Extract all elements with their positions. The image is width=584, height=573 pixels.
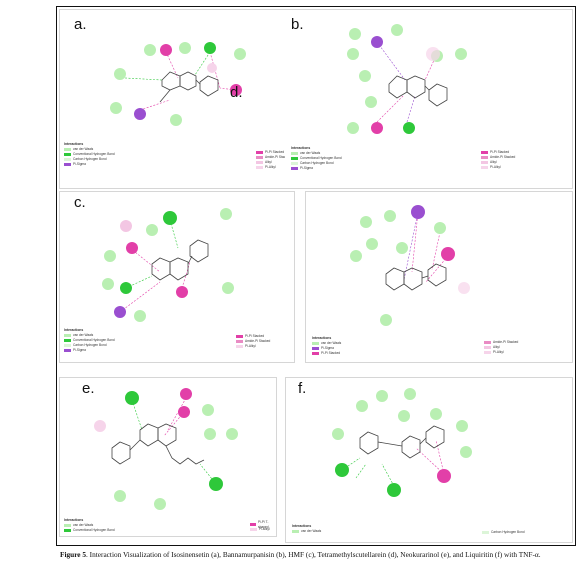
legend-heading: Interactions <box>312 336 332 340</box>
legend-heading: Interactions <box>292 524 312 528</box>
legend-item: Pi-Sigma <box>321 346 334 350</box>
legend-item: Pi-Alkyl <box>265 165 276 169</box>
panel-f: f. Interactions van der Wa <box>285 377 573 543</box>
panel-d: Interactions van der Waals Pi-Sigma Pi-P… <box>305 191 573 363</box>
legend-a-left: Interactions van der Waals Conventional … <box>64 142 115 167</box>
legend-item: Alkyl <box>265 160 272 164</box>
legend-item: Conventional Hydrogen Bond <box>300 156 342 160</box>
legend-item: Pi-Alkyl <box>259 527 270 531</box>
legend-item: Pi-Sigma <box>300 166 313 170</box>
legend-item: Pi-Pi T-shaped <box>258 519 269 529</box>
legend-item: Conventional Hydrogen Bond <box>73 152 115 156</box>
panel-label-f: f. <box>298 380 307 397</box>
legend-item: Pi-Alkyl <box>490 165 501 169</box>
legend-item: Pi-Pi Stacked <box>490 150 510 154</box>
caption-text: . Interaction Visualization of Isosinens… <box>86 550 541 559</box>
panel-c: c. Interactions van der Wa <box>59 191 295 363</box>
panel-e: e. Interactions van der Waals <box>59 377 277 537</box>
panel-label-e: e. <box>82 380 95 397</box>
legend-item: van der Waals <box>73 523 94 527</box>
legend-item: van der Waals <box>321 341 342 345</box>
interaction-diagram-d <box>350 205 470 326</box>
panel-label-d: d. <box>230 84 243 101</box>
legend-item: van der Waals <box>301 529 322 533</box>
legend-item: Alkyl <box>490 160 497 164</box>
legend-item: Pi-Alkyl <box>493 350 504 354</box>
legend-item: Carbon Hydrogen Bond <box>73 157 107 161</box>
legend-item: Pi-Sigma <box>73 348 86 352</box>
legend-e-right: Pi-Pi T-shaped Pi-Alkyl <box>250 519 276 532</box>
legend-heading: Interactions <box>291 146 311 150</box>
legend-b-right: Pi-Pi Stacked Amide-Pi Stacked Alkyl Pi-… <box>481 150 515 170</box>
legend-item: Conventional Hydrogen Bond <box>73 528 115 532</box>
legend-f-left: Interactions van der Waals <box>292 524 321 534</box>
legend-b-left: Interactions van der Waals Conventional … <box>291 146 342 171</box>
interaction-diagram-f <box>332 388 472 497</box>
interaction-diagram-e <box>94 388 238 510</box>
legend-item: Carbon Hydrogen Bond <box>491 530 525 534</box>
legend-item: Pi-Pi Stacked <box>265 150 285 154</box>
legend-heading: Interactions <box>64 328 84 332</box>
legend-item: Pi-Alkyl <box>245 344 256 348</box>
legend-item: Pi-Sigma <box>73 162 86 166</box>
legend-item: van der Waals <box>73 147 94 151</box>
legend-item: Conventional Hydrogen Bond <box>73 338 115 342</box>
legend-item: Amide-Pi Stacked <box>490 155 516 159</box>
legend-d-left: Interactions van der Waals Pi-Sigma Pi-P… <box>312 336 341 356</box>
figure-caption: Figure 5. Interaction Visualization of I… <box>60 550 580 560</box>
legend-item: Pi-Pi Stacked <box>245 334 265 338</box>
legend-item: Pi-Pi Stacked <box>321 351 341 355</box>
legend-item: Amide-Pi Stacked <box>245 339 271 343</box>
legend-c-left: Interactions van der Waals Conventional … <box>64 328 115 353</box>
legend-item: Carbon Hydrogen Bond <box>300 161 334 165</box>
legend-d-right: Amide-Pi Stacked Alkyl Pi-Alkyl <box>484 340 518 355</box>
figure-frame: a. Interac <box>56 6 576 546</box>
legend-c-right: Pi-Pi Stacked Amide-Pi Stacked Pi-Alkyl <box>236 334 270 349</box>
legend-heading: Interactions <box>64 518 84 522</box>
caption-label: Figure 5 <box>60 550 87 559</box>
legend-e-left: Interactions van der Waals Conventional … <box>64 518 115 533</box>
interaction-diagram-a <box>110 42 246 126</box>
panel-label-b: b. <box>291 16 304 33</box>
panel-b: b. d. Interactions van der Waal <box>230 9 573 189</box>
interaction-diagram-c <box>102 208 234 322</box>
legend-item: Alkyl <box>493 345 500 349</box>
legend-item: van der Waals <box>300 151 321 155</box>
legend-item: van der Waals <box>73 333 94 337</box>
interaction-diagram-b <box>347 24 467 134</box>
legend-f-right: Carbon Hydrogen Bond <box>482 530 525 535</box>
legend-item: Amide-Pi Stacked <box>265 155 291 159</box>
panel-label-a: a. <box>74 16 87 33</box>
panel-label-c: c. <box>74 194 86 211</box>
legend-a-right: Pi-Pi Stacked Amide-Pi Stacked Alkyl Pi-… <box>256 150 290 170</box>
legend-item: Carbon Hydrogen Bond <box>73 343 107 347</box>
legend-item: Amide-Pi Stacked <box>493 340 519 344</box>
legend-heading: Interactions <box>64 142 84 146</box>
